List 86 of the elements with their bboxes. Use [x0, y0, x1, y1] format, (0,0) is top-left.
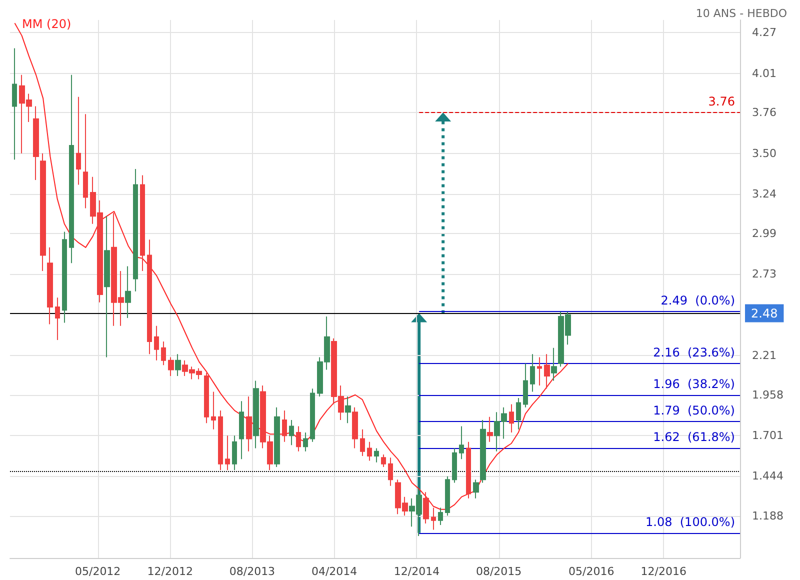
candlestick — [516, 398, 521, 430]
candlestick — [551, 347, 557, 382]
x-tick-label: 08/2013 — [229, 565, 276, 578]
candlestick — [140, 174, 145, 272]
candlestick — [423, 492, 429, 524]
candlestick — [367, 441, 372, 462]
candlestick — [445, 476, 450, 516]
candlestick — [381, 454, 386, 468]
candlestick — [452, 448, 457, 484]
candlestick — [125, 266, 131, 319]
candlestick — [523, 363, 528, 408]
candlestick — [544, 354, 550, 390]
candlestick — [40, 152, 46, 272]
y-tick-label: 2.21 — [752, 349, 776, 362]
candlestick — [459, 426, 464, 460]
candlestick — [154, 325, 159, 361]
y-tick-label: 2.99 — [752, 226, 776, 240]
y-tick-label: 1.701 — [752, 429, 784, 442]
y-tick-label: 4.01 — [752, 66, 776, 80]
x-tick-label: 08/2015 — [476, 565, 522, 578]
candlestick — [360, 428, 365, 457]
candlestick — [133, 168, 138, 292]
candlestick — [239, 400, 244, 460]
chart-title: 10 ANS - HEBDO — [696, 7, 788, 20]
ref-line-label: 1.79 (50.0%) — [653, 404, 735, 418]
candlestick — [438, 507, 443, 526]
candlestick — [303, 432, 308, 452]
candlestick — [274, 406, 280, 468]
candlestick — [282, 410, 287, 442]
candlestick — [168, 356, 174, 377]
candlestick — [352, 406, 358, 449]
candlestick — [161, 341, 166, 366]
y-tick-label: 1.444 — [752, 469, 784, 482]
candlestick — [480, 419, 486, 484]
candlestick — [12, 48, 17, 160]
candlestick — [253, 380, 259, 449]
candlestick — [537, 356, 542, 386]
ref-line-label: 3.76 — [708, 94, 735, 109]
candlestick — [147, 239, 152, 355]
y-tick-label: 1.188 — [752, 509, 784, 522]
candlestick — [466, 441, 471, 499]
x-tick-label: 05/2016 — [568, 565, 614, 578]
candlestick — [83, 114, 88, 209]
candlestick — [76, 96, 81, 186]
y-tick-label: 3.76 — [752, 106, 776, 120]
candlestick — [296, 426, 301, 452]
ref-line-label: 2.48 — [751, 306, 778, 320]
x-tick-label: 04/2014 — [311, 565, 358, 578]
x-tick-label: 12/2012 — [147, 565, 193, 578]
candlestick — [204, 372, 209, 424]
candlestick — [289, 419, 294, 446]
candlestick — [232, 435, 237, 471]
candlestick — [246, 396, 252, 452]
candlestick — [345, 396, 351, 424]
x-tick-label: 12/2016 — [640, 565, 687, 578]
candlestick — [218, 410, 223, 471]
series-label: MM (20) — [22, 17, 72, 31]
x-tick-label: 12/2014 — [394, 565, 440, 578]
candlestick — [487, 416, 493, 442]
candlestick — [62, 231, 67, 324]
y-tick-label: 1.958 — [752, 388, 784, 402]
ref-line-label: 1.62 (61.8%) — [653, 430, 735, 444]
candlestick — [69, 74, 74, 264]
y-tick-label: 4.27 — [752, 26, 776, 40]
candlestick — [55, 297, 60, 340]
candlestick — [33, 106, 39, 180]
candlestick — [530, 354, 535, 392]
candlestick — [473, 479, 479, 499]
y-tick-label: 3.50 — [752, 146, 776, 160]
candlestick — [431, 507, 436, 530]
candlestick — [509, 404, 514, 434]
candlestick — [310, 388, 315, 442]
ref-line-label: 1.96 (38.2%) — [653, 376, 735, 391]
candlestick — [211, 391, 216, 430]
candlestick — [388, 457, 393, 486]
candlestick — [104, 216, 110, 358]
ref-line-label: 2.49 (0.0%) — [660, 294, 735, 308]
candlestick — [175, 354, 181, 377]
candlestick — [47, 246, 53, 325]
ref-line-label: 1.08 (100.0%) — [646, 514, 735, 529]
y-tick-label: 3.24 — [752, 188, 776, 201]
y-tick-label: 2.73 — [752, 268, 776, 281]
ref-line-label: 2.16 (23.6%) — [653, 346, 735, 360]
candlestick — [225, 435, 230, 471]
candlestick — [374, 448, 379, 463]
x-tick-label: 05/2012 — [74, 565, 121, 578]
